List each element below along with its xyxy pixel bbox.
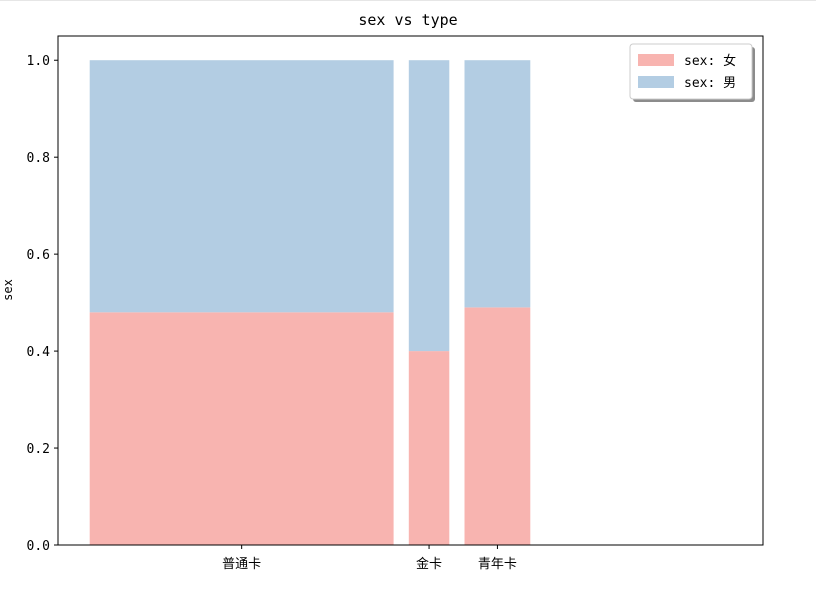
legend-swatch <box>638 54 674 66</box>
x-tick-label: 普通卡 <box>222 557 261 572</box>
page-top-border <box>0 0 816 1</box>
y-tick-label: 0.0 <box>27 539 50 554</box>
bar-female-2 <box>464 307 531 545</box>
y-axis: 0.0 0.2 0.4 0.6 0.8 1.0 <box>27 54 58 554</box>
y-tick-label: 0.8 <box>27 151 50 166</box>
y-axis-label: sex <box>1 279 15 301</box>
bars <box>89 60 531 545</box>
x-tick-label: 金卡 <box>416 556 442 572</box>
bar-male-2 <box>464 60 531 308</box>
bar-female-0 <box>89 312 394 545</box>
bar-female-1 <box>408 351 450 545</box>
y-tick-label: 0.6 <box>27 248 50 263</box>
legend: sex: 女 sex: 男 <box>629 43 755 102</box>
chart-title: sex vs type <box>358 11 457 29</box>
x-tick-label: 青年卡 <box>478 557 517 572</box>
legend-swatch <box>638 76 674 88</box>
x-axis: 普通卡 金卡 青年卡 <box>222 545 517 572</box>
y-tick-label: 1.0 <box>27 54 50 69</box>
legend-label: sex: 男 <box>684 76 736 91</box>
bar-male-1 <box>408 60 450 352</box>
y-tick-label: 0.2 <box>27 442 50 457</box>
y-tick-label: 0.4 <box>27 345 51 360</box>
legend-label: sex: 女 <box>684 53 736 69</box>
bar-male-0 <box>89 60 394 313</box>
plot-frame <box>57 35 764 546</box>
